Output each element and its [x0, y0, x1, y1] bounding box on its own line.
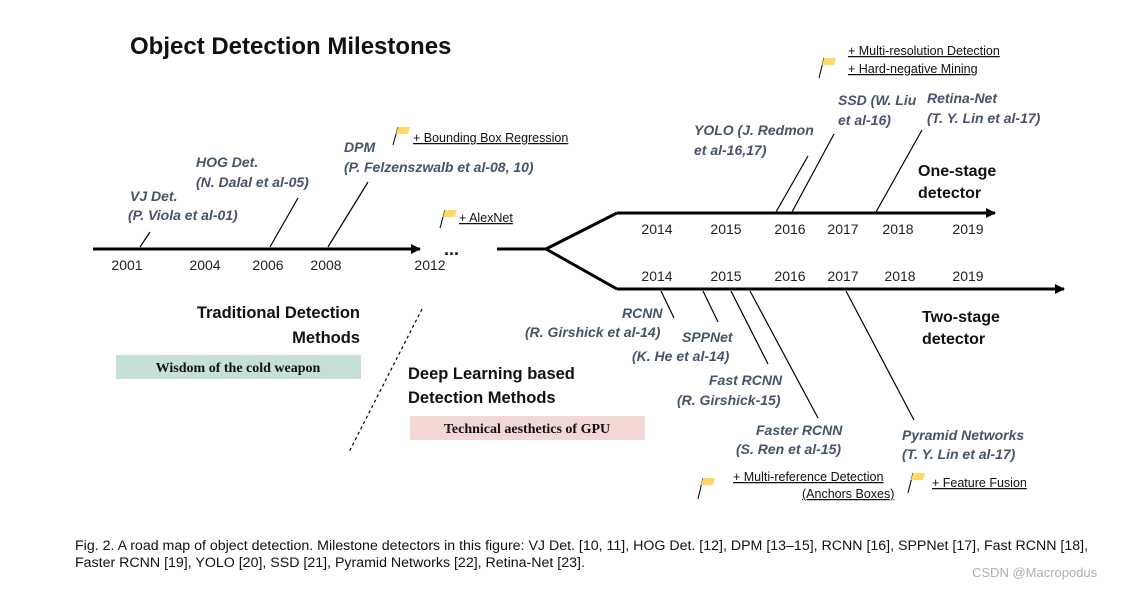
year-label: 2014: [641, 221, 672, 237]
year-label: 2012: [414, 257, 445, 273]
deep-heading: Deep Learning based Detection Methods: [408, 365, 575, 407]
traditional-badge: [116, 355, 361, 379]
connector-line: [702, 290, 719, 323]
year-label: 2008: [310, 257, 341, 273]
note-anchor-boxes: (Anchors Boxes): [802, 487, 894, 501]
year-label: 2004: [189, 257, 220, 273]
detector-fasterrcnn-line1: Faster RCNN: [756, 422, 843, 438]
traditional-milestones: VJ Det. (P. Viola et al-01) HOG Det. (N.…: [128, 139, 534, 223]
year-label: 2017: [827, 268, 858, 284]
timeline-ellipsis: ...: [444, 239, 459, 259]
detector-retina-line2: (T. Y. Lin et al-17): [927, 110, 1041, 126]
one-stage-label-line2: detector: [918, 185, 981, 202]
one-stage-detectors: YOLO (J. Redmon et al-16,17) SSD (W. Liu…: [694, 90, 1041, 158]
one-stage-label-line1: One-stage: [918, 163, 996, 180]
year-label: 2001: [111, 257, 142, 273]
two-stage-label: Two-stage detector: [922, 309, 1000, 348]
detector-fastrcnn-line1: Fast RCNN: [709, 372, 783, 388]
two-stage-label-line1: Two-stage: [922, 309, 1000, 326]
detector-sppnet-line2: (K. He et al-14): [632, 348, 730, 364]
detector-fastrcnn-line2: (R. Girshick-15): [677, 392, 781, 408]
note-hard-negative: + Hard-negative Mining: [848, 62, 978, 76]
traditional-heading-line1: Traditional Detection: [197, 304, 360, 322]
note-alexnet: + AlexNet: [459, 211, 513, 225]
detector-fasterrcnn-line2: (S. Ren et al-15): [736, 441, 841, 457]
flag-icon: [439, 209, 457, 229]
detector-yolo-line2: et al-16,17): [694, 142, 767, 158]
connector-line: [327, 181, 369, 248]
traditional-badge-text: Wisdom of the cold weapon: [156, 361, 321, 376]
fork-lower: [545, 247, 618, 291]
year-label: 2016: [774, 221, 805, 237]
detector-ssd-line2: et al-16): [838, 112, 891, 128]
flag-icon: [818, 57, 836, 79]
traditional-heading-line2: Methods: [292, 329, 360, 347]
detector-sppnet-line1: SPPNet: [682, 329, 734, 345]
one-stage-label: One-stage detector: [918, 163, 996, 202]
note-multi-reference: + Multi-reference Detection: [733, 470, 883, 484]
connector-line: [660, 290, 675, 319]
year-label: 2019: [952, 221, 983, 237]
note-feature-fusion: + Feature Fusion: [932, 476, 1027, 490]
year-label: 2006: [252, 257, 283, 273]
deep-heading-line2: Detection Methods: [408, 389, 556, 407]
year-label: 2017: [827, 221, 858, 237]
deep-heading-line1: Deep Learning based: [408, 365, 575, 383]
connector-line: [139, 231, 151, 248]
flag-icon: [697, 477, 715, 500]
milestone-hog-name: HOG Det.: [196, 154, 258, 170]
note-multi-resolution: + Multi-resolution Detection: [848, 44, 1000, 58]
connector-line: [791, 133, 835, 213]
connector-line: [730, 290, 769, 365]
fork-upper: [545, 211, 618, 251]
note-bbox-regression: + Bounding Box Regression: [413, 131, 568, 145]
milestone-hog-author: (N. Dalal et al-05): [196, 174, 309, 190]
two-stage-years: 2014 2015 2016 2017 2018 2019: [641, 268, 983, 284]
deep-badge-text: Technical aesthetics of GPU: [444, 422, 610, 437]
connector-line: [269, 197, 299, 248]
two-stage-detectors: RCNN (R. Girshick et al-14) SPPNet (K. H…: [525, 305, 1024, 462]
connector-line: [875, 129, 923, 213]
year-label: 2018: [882, 221, 913, 237]
year-label: 2019: [952, 268, 983, 284]
year-label: 2018: [884, 268, 915, 284]
connector-line: [749, 290, 819, 419]
deep-badge: [410, 416, 645, 440]
flag-icon: [907, 472, 925, 494]
milestone-vj-author: (P. Viola et al-01): [128, 207, 238, 223]
year-label: 2015: [710, 221, 741, 237]
watermark: CSDN @Macropodus: [972, 565, 1098, 580]
connector-line: [775, 155, 809, 213]
two-stage-connectors: [660, 290, 915, 421]
figure-caption: Fig. 2. A road map of object detection. …: [75, 538, 1089, 571]
era-separator: [348, 308, 423, 453]
diagram-title: Object Detection Milestones: [130, 33, 451, 60]
two-stage-label-line2: detector: [922, 331, 985, 348]
traditional-connectors: [139, 181, 369, 248]
milestone-dpm-author: (P. Felzenszwalb et al-08, 10): [344, 159, 534, 175]
one-stage-years: 2014 2015 2016 2017 2018 2019: [641, 221, 983, 237]
detector-rcnn-line2: (R. Girshick et al-14): [525, 324, 661, 340]
year-label: 2016: [774, 268, 805, 284]
milestone-vj-name: VJ Det.: [130, 188, 177, 204]
detector-yolo-line1: YOLO (J. Redmon: [694, 122, 814, 138]
main-timeline-years: 2001 2004 2006 2008 2012: [111, 257, 445, 273]
detector-fpn-line2: (T. Y. Lin et al-17): [902, 446, 1016, 462]
connector-line: [845, 290, 915, 421]
year-label: 2015: [710, 268, 741, 284]
flag-icon: [392, 126, 410, 146]
year-label: 2014: [641, 268, 672, 284]
detector-rcnn-line1: RCNN: [622, 305, 663, 321]
detector-fpn-line1: Pyramid Networks: [902, 427, 1024, 443]
milestone-dpm-name: DPM: [344, 139, 375, 155]
traditional-heading: Traditional Detection Methods: [197, 304, 360, 347]
one-stage-connectors: [775, 129, 923, 213]
detector-ssd-line1: SSD (W. Liu: [838, 92, 917, 108]
detector-retina-line1: Retina-Net: [927, 90, 998, 106]
